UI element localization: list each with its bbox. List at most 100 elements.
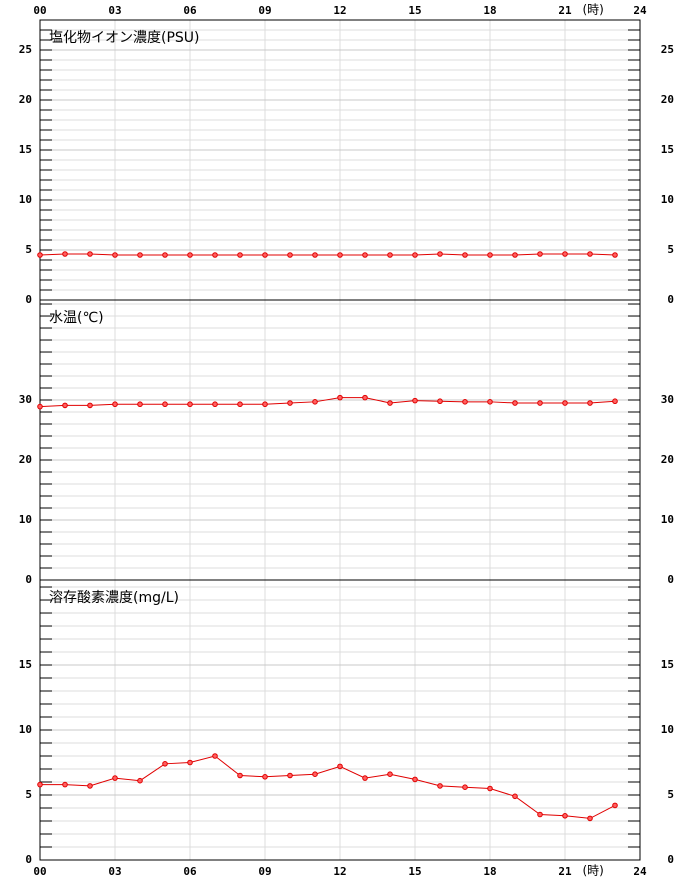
data-point xyxy=(112,401,118,408)
data-point xyxy=(562,251,568,257)
data-point xyxy=(562,400,568,406)
data-point xyxy=(487,399,493,405)
x-tick-label: 12 xyxy=(333,4,346,17)
data-line xyxy=(39,253,616,256)
y-tick-label: 10 xyxy=(19,513,32,526)
x-tick-label: 18 xyxy=(483,4,496,17)
data-point xyxy=(62,402,68,409)
data-point xyxy=(262,774,268,780)
y-tick-label: 10 xyxy=(19,723,32,736)
x-tick-label: 09 xyxy=(258,4,271,17)
y-tick-label: 0 xyxy=(667,573,674,586)
data-point xyxy=(162,401,168,408)
data-point xyxy=(462,399,468,405)
data-point xyxy=(162,761,168,767)
x-tick-label: 21 xyxy=(558,865,572,878)
y-tick-label: 15 xyxy=(19,658,32,671)
x-tick-label: 06 xyxy=(183,4,197,17)
data-point xyxy=(387,771,393,778)
x-tick-label: 21 xyxy=(558,4,572,17)
y-tick-label: 0 xyxy=(667,293,674,306)
y-tick-label: 10 xyxy=(661,513,674,526)
data-point xyxy=(412,776,418,783)
data-point xyxy=(312,252,318,258)
x-tick-label: 09 xyxy=(258,865,271,878)
data-point xyxy=(362,394,368,401)
x-tick-label: 00 xyxy=(33,865,46,878)
x-tick-label: 06 xyxy=(183,865,197,878)
data-point xyxy=(37,252,43,258)
x-tick-label: 03 xyxy=(108,4,121,17)
data-point xyxy=(87,783,93,789)
data-point xyxy=(512,400,518,406)
x-tick-label: 18 xyxy=(483,865,496,878)
data-point xyxy=(237,772,243,779)
data-point xyxy=(62,251,68,257)
y-tick-label: 10 xyxy=(661,193,674,206)
data-point xyxy=(487,785,493,792)
data-point xyxy=(412,252,418,258)
data-point xyxy=(462,784,468,791)
panel-title: 水温(℃) xyxy=(49,310,104,326)
y-tick-label: 10 xyxy=(19,193,32,206)
data-point xyxy=(337,763,343,770)
data-point xyxy=(37,403,43,410)
data-point xyxy=(137,401,143,408)
y-tick-label: 25 xyxy=(661,43,674,56)
x-axis-label: (時) xyxy=(583,864,604,878)
x-tick-label: 15 xyxy=(408,4,421,17)
data-point xyxy=(412,397,418,404)
y-tick-label: 15 xyxy=(661,658,674,671)
y-tick-label: 0 xyxy=(25,293,32,306)
data-point xyxy=(337,394,343,401)
data-point xyxy=(187,759,193,766)
y-tick-label: 5 xyxy=(667,243,674,256)
data-point xyxy=(337,252,343,258)
y-tick-label: 0 xyxy=(25,853,32,866)
y-tick-label: 15 xyxy=(19,143,32,156)
data-point xyxy=(212,401,218,408)
y-tick-label: 0 xyxy=(667,853,674,866)
data-point xyxy=(212,753,218,759)
data-point xyxy=(112,252,118,258)
x-tick-label: 03 xyxy=(108,865,121,878)
data-point xyxy=(287,400,293,406)
data-point xyxy=(512,793,518,800)
data-point xyxy=(387,400,393,406)
data-point xyxy=(262,401,268,408)
x-tick-label: 15 xyxy=(408,865,421,878)
data-point xyxy=(587,400,593,406)
y-tick-label: 5 xyxy=(667,788,674,801)
data-point xyxy=(537,811,543,818)
y-tick-label: 5 xyxy=(25,788,32,801)
data-point xyxy=(137,777,143,784)
data-line xyxy=(39,397,616,408)
data-point xyxy=(112,775,118,781)
x-tick-label: 24 xyxy=(633,865,647,878)
data-point xyxy=(462,252,468,258)
data-point xyxy=(262,252,268,258)
data-point xyxy=(212,252,218,258)
x-tick-label: 12 xyxy=(333,865,346,878)
y-tick-label: 5 xyxy=(25,243,32,256)
data-line xyxy=(40,755,616,819)
panel-border xyxy=(39,579,641,861)
data-point xyxy=(362,775,368,781)
data-point xyxy=(187,401,193,408)
y-tick-label: 25 xyxy=(19,43,32,56)
y-tick-label: 20 xyxy=(19,93,32,106)
data-point xyxy=(362,252,368,258)
data-point xyxy=(437,398,443,405)
y-tick-label: 20 xyxy=(661,453,674,466)
data-point xyxy=(312,771,318,778)
data-point xyxy=(237,401,243,408)
data-point xyxy=(187,252,193,258)
data-point xyxy=(37,781,43,788)
y-tick-label: 15 xyxy=(661,143,674,156)
data-point xyxy=(437,251,443,257)
x-tick-label: 00 xyxy=(33,4,46,17)
data-point xyxy=(62,781,68,788)
data-point xyxy=(137,252,143,258)
panel-title: 溶存酸素濃度(mg/L) xyxy=(49,590,179,606)
